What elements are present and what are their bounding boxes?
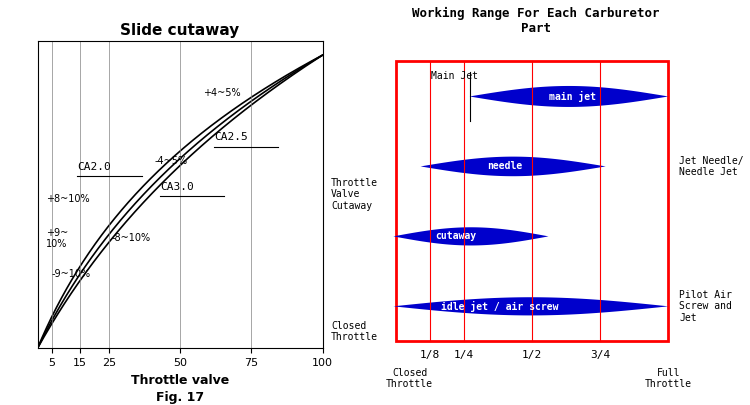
Text: Closed
Throttle: Closed Throttle [386,368,433,390]
Text: 3/4: 3/4 [590,350,610,360]
Bar [396,62,668,341]
Text: CA2.5: CA2.5 [214,132,248,142]
Text: -4~5%: -4~5% [154,156,188,166]
Text: Fig. 17: Fig. 17 [156,391,204,404]
Text: main jet: main jet [550,91,596,102]
Polygon shape [394,297,668,315]
Title: Slide cutaway: Slide cutaway [120,23,240,38]
Text: Pilot Air
Screw and
Jet: Pilot Air Screw and Jet [679,290,732,323]
Text: idle jet / air screw: idle jet / air screw [441,301,558,312]
Text: +4~5%: +4~5% [202,88,241,98]
Text: CA3.0: CA3.0 [160,182,194,192]
Polygon shape [470,86,668,107]
Text: 1/8: 1/8 [420,350,440,360]
Polygon shape [421,157,606,176]
Text: -8~10%: -8~10% [112,233,151,243]
Title: Working Range For Each Carburetor
Part: Working Range For Each Carburetor Part [413,7,660,35]
Text: +9~
10%: +9~ 10% [46,228,68,249]
Text: cutaway: cutaway [436,231,476,241]
Text: -9~10%: -9~10% [52,269,91,279]
Text: Main Jet: Main Jet [431,71,478,81]
Polygon shape [394,227,548,245]
Text: 1/2: 1/2 [522,350,542,360]
Text: Jet Needle/
Needle Jet: Jet Needle/ Needle Jet [679,156,744,177]
Text: Throttle
Valve
Cutaway: Throttle Valve Cutaway [331,178,378,211]
Text: CA2.0: CA2.0 [77,162,111,172]
Text: Full
Throttle: Full Throttle [645,368,692,390]
Text: needle: needle [488,162,523,171]
Text: Closed
Throttle: Closed Throttle [331,320,378,342]
X-axis label: Throttle valve: Throttle valve [130,373,230,387]
Text: 1/4: 1/4 [454,350,474,360]
Text: +8~10%: +8~10% [46,194,90,204]
